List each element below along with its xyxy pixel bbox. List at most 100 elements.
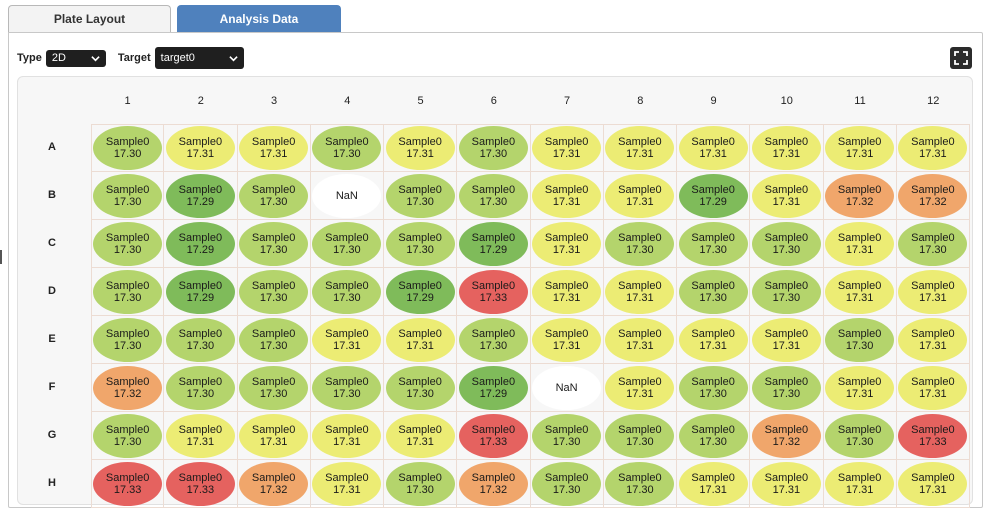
well-H5[interactable]: Sample0 17.30 [385,461,455,506]
well-C1[interactable]: Sample0 17.30 [93,221,163,266]
well-E6[interactable]: Sample0 17.30 [458,317,528,362]
well-A10[interactable]: Sample0 17.31 [751,126,821,170]
well-H6[interactable]: Sample0 17.32 [458,461,528,506]
well-C11[interactable]: Sample0 17.31 [825,221,895,266]
well-H7[interactable]: Sample0 17.30 [532,461,602,506]
well-A5[interactable]: Sample0 17.31 [385,126,455,170]
well-D5[interactable]: Sample0 17.29 [385,269,455,314]
well-E11[interactable]: Sample0 17.30 [825,317,895,362]
well-B1[interactable]: Sample0 17.30 [93,173,163,218]
well-E1[interactable]: Sample0 17.30 [93,317,163,362]
well-E12[interactable]: Sample0 17.31 [898,317,968,362]
well-E5[interactable]: Sample0 17.31 [385,317,455,362]
well-C2[interactable]: Sample0 17.29 [165,221,235,266]
well-H9[interactable]: Sample0 17.31 [678,461,748,506]
well-H4[interactable]: Sample0 17.31 [312,461,382,506]
well-F9[interactable]: Sample0 17.30 [678,365,748,410]
well-D6[interactable]: Sample0 17.33 [458,269,528,314]
well-G9[interactable]: Sample0 17.30 [678,413,748,458]
well-D11[interactable]: Sample0 17.31 [825,269,895,314]
well-D2[interactable]: Sample0 17.29 [165,269,235,314]
well-G7[interactable]: Sample0 17.30 [532,413,602,458]
well-A11[interactable]: Sample0 17.31 [825,126,895,170]
well-H8[interactable]: Sample0 17.30 [605,461,675,506]
well-F1[interactable]: Sample0 17.32 [93,365,163,410]
well-A9[interactable]: Sample0 17.31 [678,126,748,170]
well-C5[interactable]: Sample0 17.30 [385,221,455,266]
well-C8[interactable]: Sample0 17.30 [605,221,675,266]
well-B4[interactable]: NaN [312,173,382,218]
well-D10[interactable]: Sample0 17.30 [751,269,821,314]
well-F3[interactable]: Sample0 17.30 [239,365,309,410]
well-H11[interactable]: Sample0 17.31 [825,461,895,506]
well-F4[interactable]: Sample0 17.30 [312,365,382,410]
type-select[interactable]: 2D [45,49,106,67]
well-A6[interactable]: Sample0 17.30 [458,126,528,170]
well-B11[interactable]: Sample0 17.32 [825,173,895,218]
well-A7[interactable]: Sample0 17.31 [532,126,602,170]
well-E8[interactable]: Sample0 17.31 [605,317,675,362]
well-G2[interactable]: Sample0 17.31 [165,413,235,458]
well-D12[interactable]: Sample0 17.31 [898,269,968,314]
well-B9[interactable]: Sample0 17.29 [678,173,748,218]
well-F12[interactable]: Sample0 17.31 [898,365,968,410]
well-G10[interactable]: Sample0 17.32 [751,413,821,458]
well-G3[interactable]: Sample0 17.31 [239,413,309,458]
well-G4[interactable]: Sample0 17.31 [312,413,382,458]
well-E4[interactable]: Sample0 17.31 [312,317,382,362]
well-A4[interactable]: Sample0 17.30 [312,126,382,170]
well-G12[interactable]: Sample0 17.33 [898,413,968,458]
well-D7[interactable]: Sample0 17.31 [532,269,602,314]
well-C4[interactable]: Sample0 17.30 [312,221,382,266]
well-B12[interactable]: Sample0 17.32 [898,173,968,218]
well-B7[interactable]: Sample0 17.31 [532,173,602,218]
well-C9[interactable]: Sample0 17.30 [678,221,748,266]
well-E9[interactable]: Sample0 17.31 [678,317,748,362]
well-F10[interactable]: Sample0 17.30 [751,365,821,410]
well-A8[interactable]: Sample0 17.31 [605,126,675,170]
well-D9[interactable]: Sample0 17.30 [678,269,748,314]
well-F8[interactable]: Sample0 17.31 [605,365,675,410]
well-B8[interactable]: Sample0 17.31 [605,173,675,218]
well-H10[interactable]: Sample0 17.31 [751,461,821,506]
well-G11[interactable]: Sample0 17.30 [825,413,895,458]
well-C6[interactable]: Sample0 17.29 [458,221,528,266]
well-H3[interactable]: Sample0 17.32 [239,461,309,506]
well-F11[interactable]: Sample0 17.31 [825,365,895,410]
well-C12[interactable]: Sample0 17.30 [898,221,968,266]
well-E2[interactable]: Sample0 17.30 [165,317,235,362]
well-B3[interactable]: Sample0 17.30 [239,173,309,218]
well-A1[interactable]: Sample0 17.30 [93,126,163,170]
well-B2[interactable]: Sample0 17.29 [165,173,235,218]
fullscreen-button[interactable] [950,47,972,69]
well-H2[interactable]: Sample0 17.33 [165,461,235,506]
well-E3[interactable]: Sample0 17.30 [239,317,309,362]
well-F6[interactable]: Sample0 17.29 [458,365,528,410]
tab-analysis-data[interactable]: Analysis Data [177,5,341,32]
well-A12[interactable]: Sample0 17.31 [898,126,968,170]
well-B10[interactable]: Sample0 17.31 [751,173,821,218]
well-E10[interactable]: Sample0 17.31 [751,317,821,362]
well-G1[interactable]: Sample0 17.30 [93,413,163,458]
tab-plate-layout[interactable]: Plate Layout [8,5,171,32]
well-C7[interactable]: Sample0 17.31 [532,221,602,266]
well-G5[interactable]: Sample0 17.31 [385,413,455,458]
well-H12[interactable]: Sample0 17.31 [898,461,968,506]
well-H1[interactable]: Sample0 17.33 [93,461,163,506]
well-A3[interactable]: Sample0 17.31 [239,126,309,170]
well-D8[interactable]: Sample0 17.31 [605,269,675,314]
well-F7[interactable]: NaN [532,365,602,410]
target-select[interactable]: target0 [154,47,244,69]
well-F2[interactable]: Sample0 17.30 [165,365,235,410]
well-B5[interactable]: Sample0 17.30 [385,173,455,218]
well-G8[interactable]: Sample0 17.30 [605,413,675,458]
well-E7[interactable]: Sample0 17.31 [532,317,602,362]
well-D1[interactable]: Sample0 17.30 [93,269,163,314]
well-A2[interactable]: Sample0 17.31 [165,126,235,170]
well-C10[interactable]: Sample0 17.30 [751,221,821,266]
well-F5[interactable]: Sample0 17.30 [385,365,455,410]
well-D4[interactable]: Sample0 17.30 [312,269,382,314]
well-D3[interactable]: Sample0 17.30 [239,269,309,314]
well-C3[interactable]: Sample0 17.30 [239,221,309,266]
well-G6[interactable]: Sample0 17.33 [458,413,528,458]
